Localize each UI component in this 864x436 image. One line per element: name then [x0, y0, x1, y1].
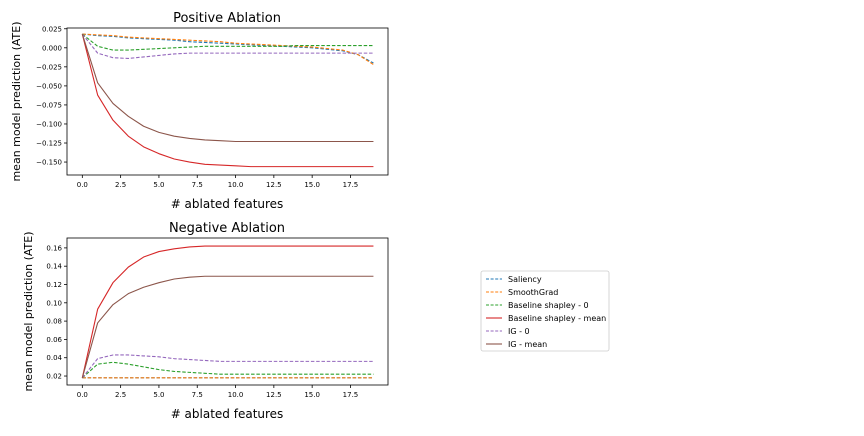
x-tick-label: 7.5	[192, 181, 203, 189]
x-tick-label: 12.5	[266, 181, 282, 189]
legend-label-ig-0: IG - 0	[508, 327, 530, 336]
y-tick-label: 0.10	[46, 299, 62, 307]
series-line-smoothgrad	[82, 33, 374, 66]
x-tick-label: 0.0	[77, 391, 88, 399]
y-tick-label: −0.025	[36, 63, 62, 71]
chart-title: Positive Ablation	[173, 11, 281, 26]
x-tick-label: 15.0	[304, 391, 320, 399]
series-line-baseline-shapley-0	[81, 33, 374, 51]
y-axis-label: mean model prediction (ATE)	[22, 231, 35, 391]
legend-frame	[480, 270, 610, 352]
x-tick-label: 5.0	[153, 181, 164, 189]
series-line-baseline-shapley-mean	[81, 33, 374, 168]
series-line-ig-mean	[81, 33, 374, 143]
x-tick-label: 15.0	[304, 181, 320, 189]
x-tick-label: 17.5	[343, 181, 359, 189]
legend: Saliency SmoothGrad Baseline shapley - 0 Ba…	[480, 270, 610, 352]
plot-frame	[66, 237, 389, 386]
y-tick-label: −0.050	[36, 82, 62, 90]
y-tick-label: 0.06	[46, 336, 62, 344]
chart-title: Negative Ablation	[169, 221, 285, 236]
x-tick-label: 5.0	[153, 391, 164, 399]
x-tick-label: 2.5	[115, 391, 126, 399]
series-line-ig-mean	[81, 275, 374, 379]
x-tick-label: 12.5	[266, 391, 282, 399]
x-axis-label: # ablated features	[171, 197, 284, 211]
legend-label-saliency: Saliency	[508, 275, 542, 284]
y-tick-label: 0.02	[46, 373, 62, 381]
series-line-baseline-shapley-0	[81, 361, 374, 379]
y-axis-label: mean model prediction (ATE)	[10, 21, 23, 181]
legend-label-baseline-shapley-0: Baseline shapley - 0	[508, 301, 589, 310]
series-line-saliency	[82, 33, 374, 64]
y-tick-label: −0.150	[36, 159, 62, 167]
y-tick-label: 0.16	[46, 244, 62, 252]
chart-negative-ablation: Negative Ablation 0.0 2.5 5.0 7.5 10.0 12.5 15…	[22, 221, 389, 421]
tick-layer: 0.0 2.5 5.0 7.5 10.0 12.5 15.0 17.5 0.025 0.000 −0…	[36, 25, 358, 189]
series-line-ig-0	[81, 354, 374, 379]
legend-label-ig-mean: IG - mean	[508, 340, 547, 349]
y-tick-label: 0.025	[42, 25, 62, 33]
y-tick-label: 0.08	[46, 318, 62, 326]
y-tick-label: −0.075	[36, 101, 62, 109]
x-tick-label: 0.0	[77, 181, 88, 189]
y-tick-label: 0.14	[46, 263, 62, 271]
x-tick-label: 7.5	[192, 391, 203, 399]
x-tick-label: 17.5	[343, 391, 359, 399]
legend-items: Saliency SmoothGrad Baseline shapley - 0 Ba…	[486, 275, 606, 349]
series-layer	[81, 33, 374, 168]
x-axis-label: # ablated features	[171, 407, 284, 421]
y-tick-label: −0.125	[36, 140, 62, 148]
tick-layer: 0.0 2.5 5.0 7.5 10.0 12.5 15.0 17.5 0.16 0.14 0.12…	[46, 244, 358, 399]
x-tick-label: 2.5	[115, 181, 126, 189]
series-line-baseline-shapley-mean	[81, 245, 374, 378]
series-line-ig-0	[81, 33, 374, 60]
legend-label-smoothgrad: SmoothGrad	[508, 288, 558, 297]
plot-frame	[66, 27, 389, 176]
y-tick-label: 0.000	[42, 44, 62, 52]
series-layer	[81, 245, 374, 379]
x-tick-label: 10.0	[228, 181, 244, 189]
y-tick-label: 0.04	[46, 354, 62, 362]
x-tick-label: 10.0	[228, 391, 244, 399]
y-tick-label: 0.12	[46, 281, 62, 289]
legend-label-baseline-shapley-mean: Baseline shapley - mean	[508, 314, 606, 323]
chart-positive-ablation: Positive Ablation 0.0 2.5 5.0 7.5 10.0 12.5 15…	[10, 11, 389, 211]
y-tick-label: −0.100	[36, 120, 62, 128]
